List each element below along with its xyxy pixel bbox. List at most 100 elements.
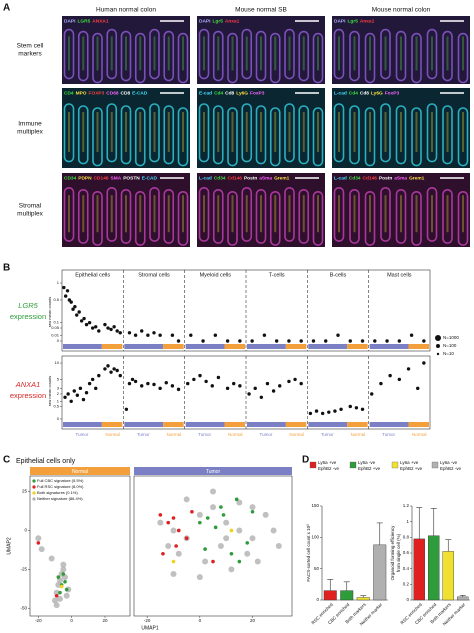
data-point: [63, 294, 68, 298]
data-point: [385, 339, 389, 343]
y-tick-label: 1: [57, 398, 60, 403]
umap-point: [57, 595, 63, 602]
umap-point: [35, 535, 42, 542]
normal-bar: [224, 344, 245, 349]
gene-label: ANXA1: [15, 380, 41, 389]
umap-point: [165, 543, 172, 549]
data-point: [348, 404, 352, 409]
bar: [442, 551, 454, 601]
data-point: [373, 339, 377, 343]
umap-point: [203, 547, 207, 551]
crypt: [269, 107, 281, 167]
legend-label: Ly6a -ve: [440, 460, 458, 465]
crypt-lumen: [446, 195, 449, 233]
y-axis-label: raw mean counts: [47, 297, 52, 327]
y-axis-label: UMAP2: [6, 537, 12, 554]
crypt: [149, 28, 160, 80]
crypt: [163, 105, 175, 165]
data-point: [333, 409, 337, 413]
data-point: [216, 375, 221, 380]
normal-label: Normal: [105, 432, 120, 437]
data-point: [198, 373, 202, 378]
y-tick-label: 100: [311, 535, 319, 540]
crypt-lumen: [245, 195, 248, 233]
crypt-lumen: [182, 195, 184, 233]
crypt: [312, 107, 324, 167]
x-tick-label: 20: [250, 618, 256, 623]
panel-letter: C: [3, 455, 10, 466]
crypt-lumen: [245, 112, 248, 152]
data-point: [62, 285, 66, 290]
data-point: [299, 339, 303, 343]
data-point: [348, 339, 352, 343]
tumor-bar: [185, 422, 225, 427]
crypt-lumen: [217, 195, 220, 233]
crypt: [241, 187, 253, 242]
bar: [413, 538, 425, 601]
y-tick-label: 0.5: [53, 297, 59, 302]
umap-point: [236, 499, 243, 506]
column-header: Mouse normal SB: [235, 7, 287, 14]
bar: [373, 544, 387, 601]
data-point: [72, 389, 76, 393]
group-label: T-cells: [269, 272, 285, 278]
panel-letter: D: [302, 455, 309, 466]
micrograph: [197, 16, 325, 84]
stain-label: CD68: [106, 90, 119, 96]
y-tick-label: 0: [24, 528, 27, 533]
panel-letter: B: [3, 263, 10, 274]
umap-point: [52, 597, 58, 604]
crypt: [106, 103, 118, 163]
umap-point: [217, 543, 224, 549]
data-point: [103, 322, 107, 327]
data-point: [75, 313, 79, 317]
tumor-label: Tumor: [137, 432, 150, 437]
stain-label: Cd8: [225, 90, 234, 96]
micrograph: [62, 16, 190, 84]
crypt: [63, 103, 75, 163]
tumor-bar: [247, 344, 286, 349]
data-point: [90, 326, 95, 330]
crypt: [134, 107, 146, 167]
group-label: Epithelial cells: [75, 272, 110, 278]
y-tick-label: 0: [316, 597, 319, 602]
crypt: [212, 30, 224, 82]
crypt-lumen: [353, 195, 356, 233]
crypt: [298, 189, 310, 244]
column-header: Mouse normal colon: [372, 7, 431, 14]
data-point: [127, 381, 132, 386]
umap-point: [236, 527, 243, 534]
crypt-lumen: [369, 36, 371, 71]
crypt: [284, 103, 295, 163]
tumor-bar: [63, 344, 102, 349]
stain-label: Cd146: [228, 175, 243, 181]
umap-point: [205, 516, 210, 520]
crypt: [241, 28, 253, 80]
crypt: [349, 30, 360, 82]
crypt: [284, 28, 295, 80]
data-point: [87, 320, 92, 325]
stain-label: Anxa1: [360, 18, 375, 24]
y-tick-label: 0.8: [403, 535, 410, 540]
data-point: [360, 339, 365, 343]
data-point: [262, 333, 267, 337]
crypt: [442, 30, 453, 82]
data-point: [416, 386, 420, 391]
gene-subtitle: expression: [10, 391, 46, 400]
data-point: [422, 361, 426, 365]
data-point: [271, 389, 276, 393]
crypt-lumen: [274, 195, 277, 233]
crypt-lumen: [353, 36, 356, 71]
data-point: [397, 339, 402, 343]
crypt-lumen: [125, 36, 127, 71]
size-legend-label: N=10: [443, 351, 454, 356]
umap-point: [219, 505, 223, 509]
normal-label: Normal: [167, 432, 182, 437]
crypt-lumen: [96, 112, 99, 152]
normal-bar: [101, 344, 123, 349]
umap-point: [223, 519, 230, 526]
stain-label: Cd146: [363, 175, 378, 181]
y-axis-label: from single cell (%): [396, 533, 401, 572]
data-point: [94, 386, 98, 391]
crypt: [106, 28, 118, 80]
